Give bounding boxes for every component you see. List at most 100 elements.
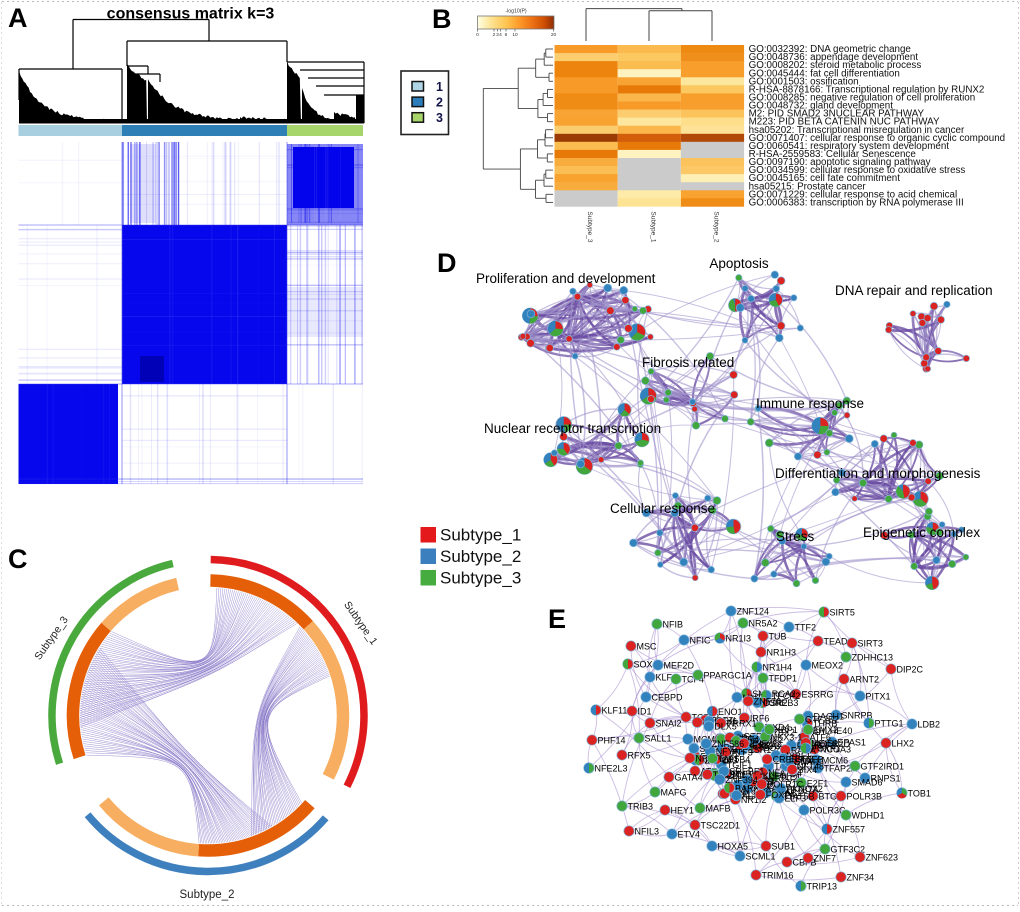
svg-text:XBP1: XBP1 — [775, 725, 798, 735]
svg-text:GO:0060541: respiratory system: GO:0060541: respiratory system developme… — [749, 141, 950, 152]
svg-text:WDHD1: WDHD1 — [852, 811, 885, 821]
svg-text:MCM6: MCM6 — [822, 755, 849, 765]
svg-text:TFEB: TFEB — [801, 754, 824, 764]
svg-text:TEAD4: TEAD4 — [824, 637, 853, 647]
svg-text:TOB1: TOB1 — [908, 789, 931, 799]
svg-text:NFYA: NFYA — [716, 747, 739, 757]
svg-text:3: 3 — [436, 111, 443, 125]
svg-text:RFX5: RFX5 — [628, 751, 651, 761]
svg-text:TRIP13: TRIP13 — [807, 882, 838, 892]
svg-text:HEY1: HEY1 — [671, 806, 695, 816]
svg-text:GO:0048732: gland development: GO:0048732: gland development — [749, 101, 894, 112]
svg-text:Cellular response: Cellular response — [610, 501, 715, 516]
svg-text:ELF3: ELF3 — [785, 794, 807, 804]
svg-text:SNRPB: SNRPB — [842, 711, 873, 721]
svg-text:Nuclear receptor transcription: Nuclear receptor transcription — [484, 421, 661, 436]
svg-text:TSC22D1: TSC22D1 — [701, 821, 741, 831]
svg-text:FOXF1: FOXF1 — [811, 744, 840, 754]
svg-text:NR1H4: NR1H4 — [763, 663, 793, 673]
svg-text:NR1I3: NR1I3 — [726, 634, 752, 644]
svg-text:SNAI1: SNAI1 — [794, 757, 820, 767]
svg-text:ZNF623: ZNF623 — [866, 853, 899, 863]
svg-text:TCF4: TCF4 — [682, 675, 705, 685]
svg-text:M223: PID BETA CATENIN NUC PAT: M223: PID BETA CATENIN NUC PATHWAY — [749, 117, 940, 128]
svg-text:E2F1: E2F1 — [807, 778, 829, 788]
svg-text:USF2: USF2 — [760, 735, 783, 745]
svg-text:SALL1: SALL1 — [645, 734, 672, 744]
svg-text:GO:0097190: apoptotic signalin: GO:0097190: apoptotic signaling pathway — [749, 157, 931, 168]
svg-text:NFIL3: NFIL3 — [635, 827, 660, 837]
svg-text:NCOA3: NCOA3 — [820, 745, 851, 755]
svg-text:TAF5: TAF5 — [718, 754, 739, 764]
svg-text:TLE1: TLE1 — [779, 772, 801, 782]
svg-text:A: A — [8, 3, 28, 33]
svg-text:GTF2IRD1: GTF2IRD1 — [861, 762, 905, 772]
svg-text:B: B — [432, 4, 452, 34]
svg-text:NFIC: NFIC — [690, 636, 711, 646]
svg-text:GATA4: GATA4 — [675, 773, 703, 783]
svg-text:ALX4: ALX4 — [742, 791, 764, 801]
svg-text:4: 4 — [499, 32, 502, 38]
svg-text:ATF6: ATF6 — [810, 733, 831, 743]
svg-text:ZNF586: ZNF586 — [712, 739, 745, 749]
svg-text:POLR1C: POLR1C — [767, 780, 804, 790]
svg-text:Subtype_2: Subtype_2 — [440, 547, 521, 566]
svg-text:ZNF232: ZNF232 — [750, 739, 783, 749]
svg-text:TUB: TUB — [769, 632, 787, 642]
svg-text:SMAD6: SMAD6 — [852, 778, 883, 788]
svg-text:hsa05215: Prostate cancer: hsa05215: Prostate cancer — [749, 181, 867, 192]
svg-text:THRB: THRB — [813, 718, 838, 728]
svg-text:NFIB: NFIB — [663, 620, 684, 630]
svg-text:TFAP2A: TFAP2A — [824, 764, 858, 774]
svg-text:-log10(P): -log10(P) — [505, 9, 527, 15]
svg-text:BGT2: BGT2 — [756, 741, 780, 751]
svg-text:ESRRG: ESRRG — [802, 690, 834, 700]
svg-text:GO:0008202: steroid metabolic: GO:0008202: steroid metabolic process — [749, 60, 922, 71]
svg-text:ETV4: ETV4 — [678, 830, 701, 840]
svg-text:ZNF557: ZNF557 — [833, 825, 866, 835]
svg-text:EGR2: EGR2 — [789, 754, 814, 764]
svg-text:RNPS1: RNPS1 — [871, 774, 901, 784]
svg-text:NR1H3: NR1H3 — [767, 648, 797, 658]
svg-text:SIRT5: SIRT5 — [830, 608, 855, 618]
svg-text:TBX19: TBX19 — [729, 789, 757, 799]
svg-text:VDR: VDR — [720, 769, 740, 779]
svg-text:NFE2L3: NFE2L3 — [595, 764, 628, 774]
svg-text:POLR2D: POLR2D — [814, 739, 851, 749]
svg-text:Subtype_1: Subtype_1 — [649, 211, 656, 242]
svg-text:MAFB: MAFB — [706, 804, 731, 814]
svg-text:DNA repair and replication: DNA repair and replication — [835, 283, 993, 298]
svg-text:D: D — [437, 248, 457, 278]
svg-text:SOX4: SOX4 — [634, 660, 658, 670]
svg-text:CREB3L1: CREB3L1 — [773, 755, 813, 765]
svg-text:LHX2: LHX2 — [892, 739, 915, 749]
svg-text:TGIF1: TGIF1 — [727, 760, 753, 770]
svg-text:10: 10 — [512, 32, 518, 38]
svg-text:NR2C2: NR2C2 — [768, 774, 798, 784]
svg-text:GO:0045444: fat cell different: GO:0045444: fat cell differentiation — [749, 68, 900, 79]
svg-text:TFCP2: TFCP2 — [772, 691, 801, 701]
svg-text:CREB3: CREB3 — [768, 698, 798, 708]
svg-text:ZBTB7A: ZBTB7A — [785, 785, 819, 795]
svg-text:TEF: TEF — [758, 777, 776, 787]
svg-text:3: 3 — [496, 32, 499, 38]
svg-text:2: 2 — [493, 32, 496, 38]
svg-text:TBX2: TBX2 — [772, 727, 795, 737]
svg-text:FOXP4: FOXP4 — [766, 790, 796, 800]
svg-text:PPARGC1A: PPARGC1A — [704, 671, 752, 681]
svg-text:SNAI2: SNAI2 — [656, 719, 682, 729]
svg-text:FOXA2: FOXA2 — [753, 784, 783, 794]
svg-text:LDB2: LDB2 — [918, 720, 941, 730]
svg-text:NR2F2: NR2F2 — [808, 740, 837, 750]
svg-text:KLF11: KLF11 — [602, 706, 628, 716]
svg-text:ZDHHC13: ZDHHC13 — [852, 653, 894, 663]
svg-text:GTF2E2: GTF2E2 — [805, 715, 839, 725]
svg-text:Subtype_3: Subtype_3 — [440, 569, 521, 588]
svg-text:ZBTB4: ZBTB4 — [722, 755, 750, 765]
svg-text:KLF4: KLF4 — [763, 771, 785, 781]
svg-text:GTF3C2: GTF3C2 — [831, 845, 866, 855]
svg-text:ESR1: ESR1 — [748, 745, 772, 755]
svg-text:GO:0034599: cellular response: GO:0034599: cellular response to oxidati… — [749, 165, 966, 176]
svg-text:PHF14: PHF14 — [598, 736, 626, 746]
svg-text:TWIST1: TWIST1 — [713, 770, 746, 780]
